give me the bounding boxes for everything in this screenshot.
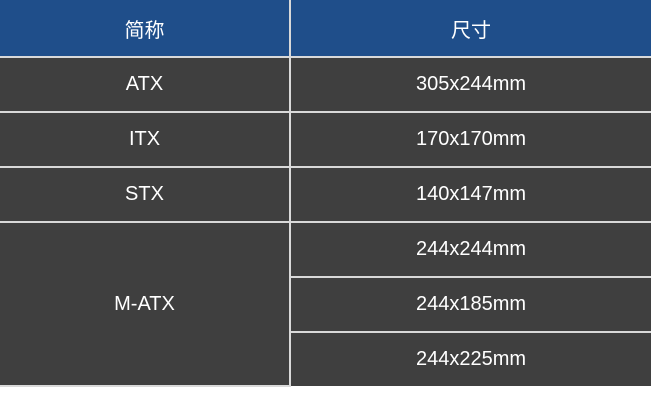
row-size: 305x244mm: [289, 56, 651, 113]
header-name: 简称: [0, 0, 291, 58]
table-row: M-ATX 244x244mm: [0, 221, 651, 387]
row-size: 244x225mm: [289, 331, 651, 386]
row-name: M-ATX: [0, 221, 291, 387]
table-row: 244x225mm: [0, 331, 651, 386]
size-table: 简称 尺寸 ATX 305x244mm ITX 170x170mm STX 14…: [0, 0, 651, 387]
table-row: STX 140x147mm: [0, 166, 651, 223]
table-row: ITX 170x170mm: [0, 111, 651, 168]
table-row: 244x185mm: [0, 276, 651, 333]
row-size: 140x147mm: [289, 166, 651, 223]
row-name: STX: [0, 166, 291, 223]
table-row: ATX 305x244mm: [0, 56, 651, 113]
header-size: 尺寸: [289, 0, 651, 58]
row-name: ATX: [0, 56, 291, 113]
row-size: 170x170mm: [289, 111, 651, 168]
row-size: 244x244mm: [289, 221, 651, 278]
row-name: ITX: [0, 111, 291, 168]
row-size: 244x185mm: [289, 276, 651, 333]
header-row: 简称 尺寸: [0, 0, 651, 58]
